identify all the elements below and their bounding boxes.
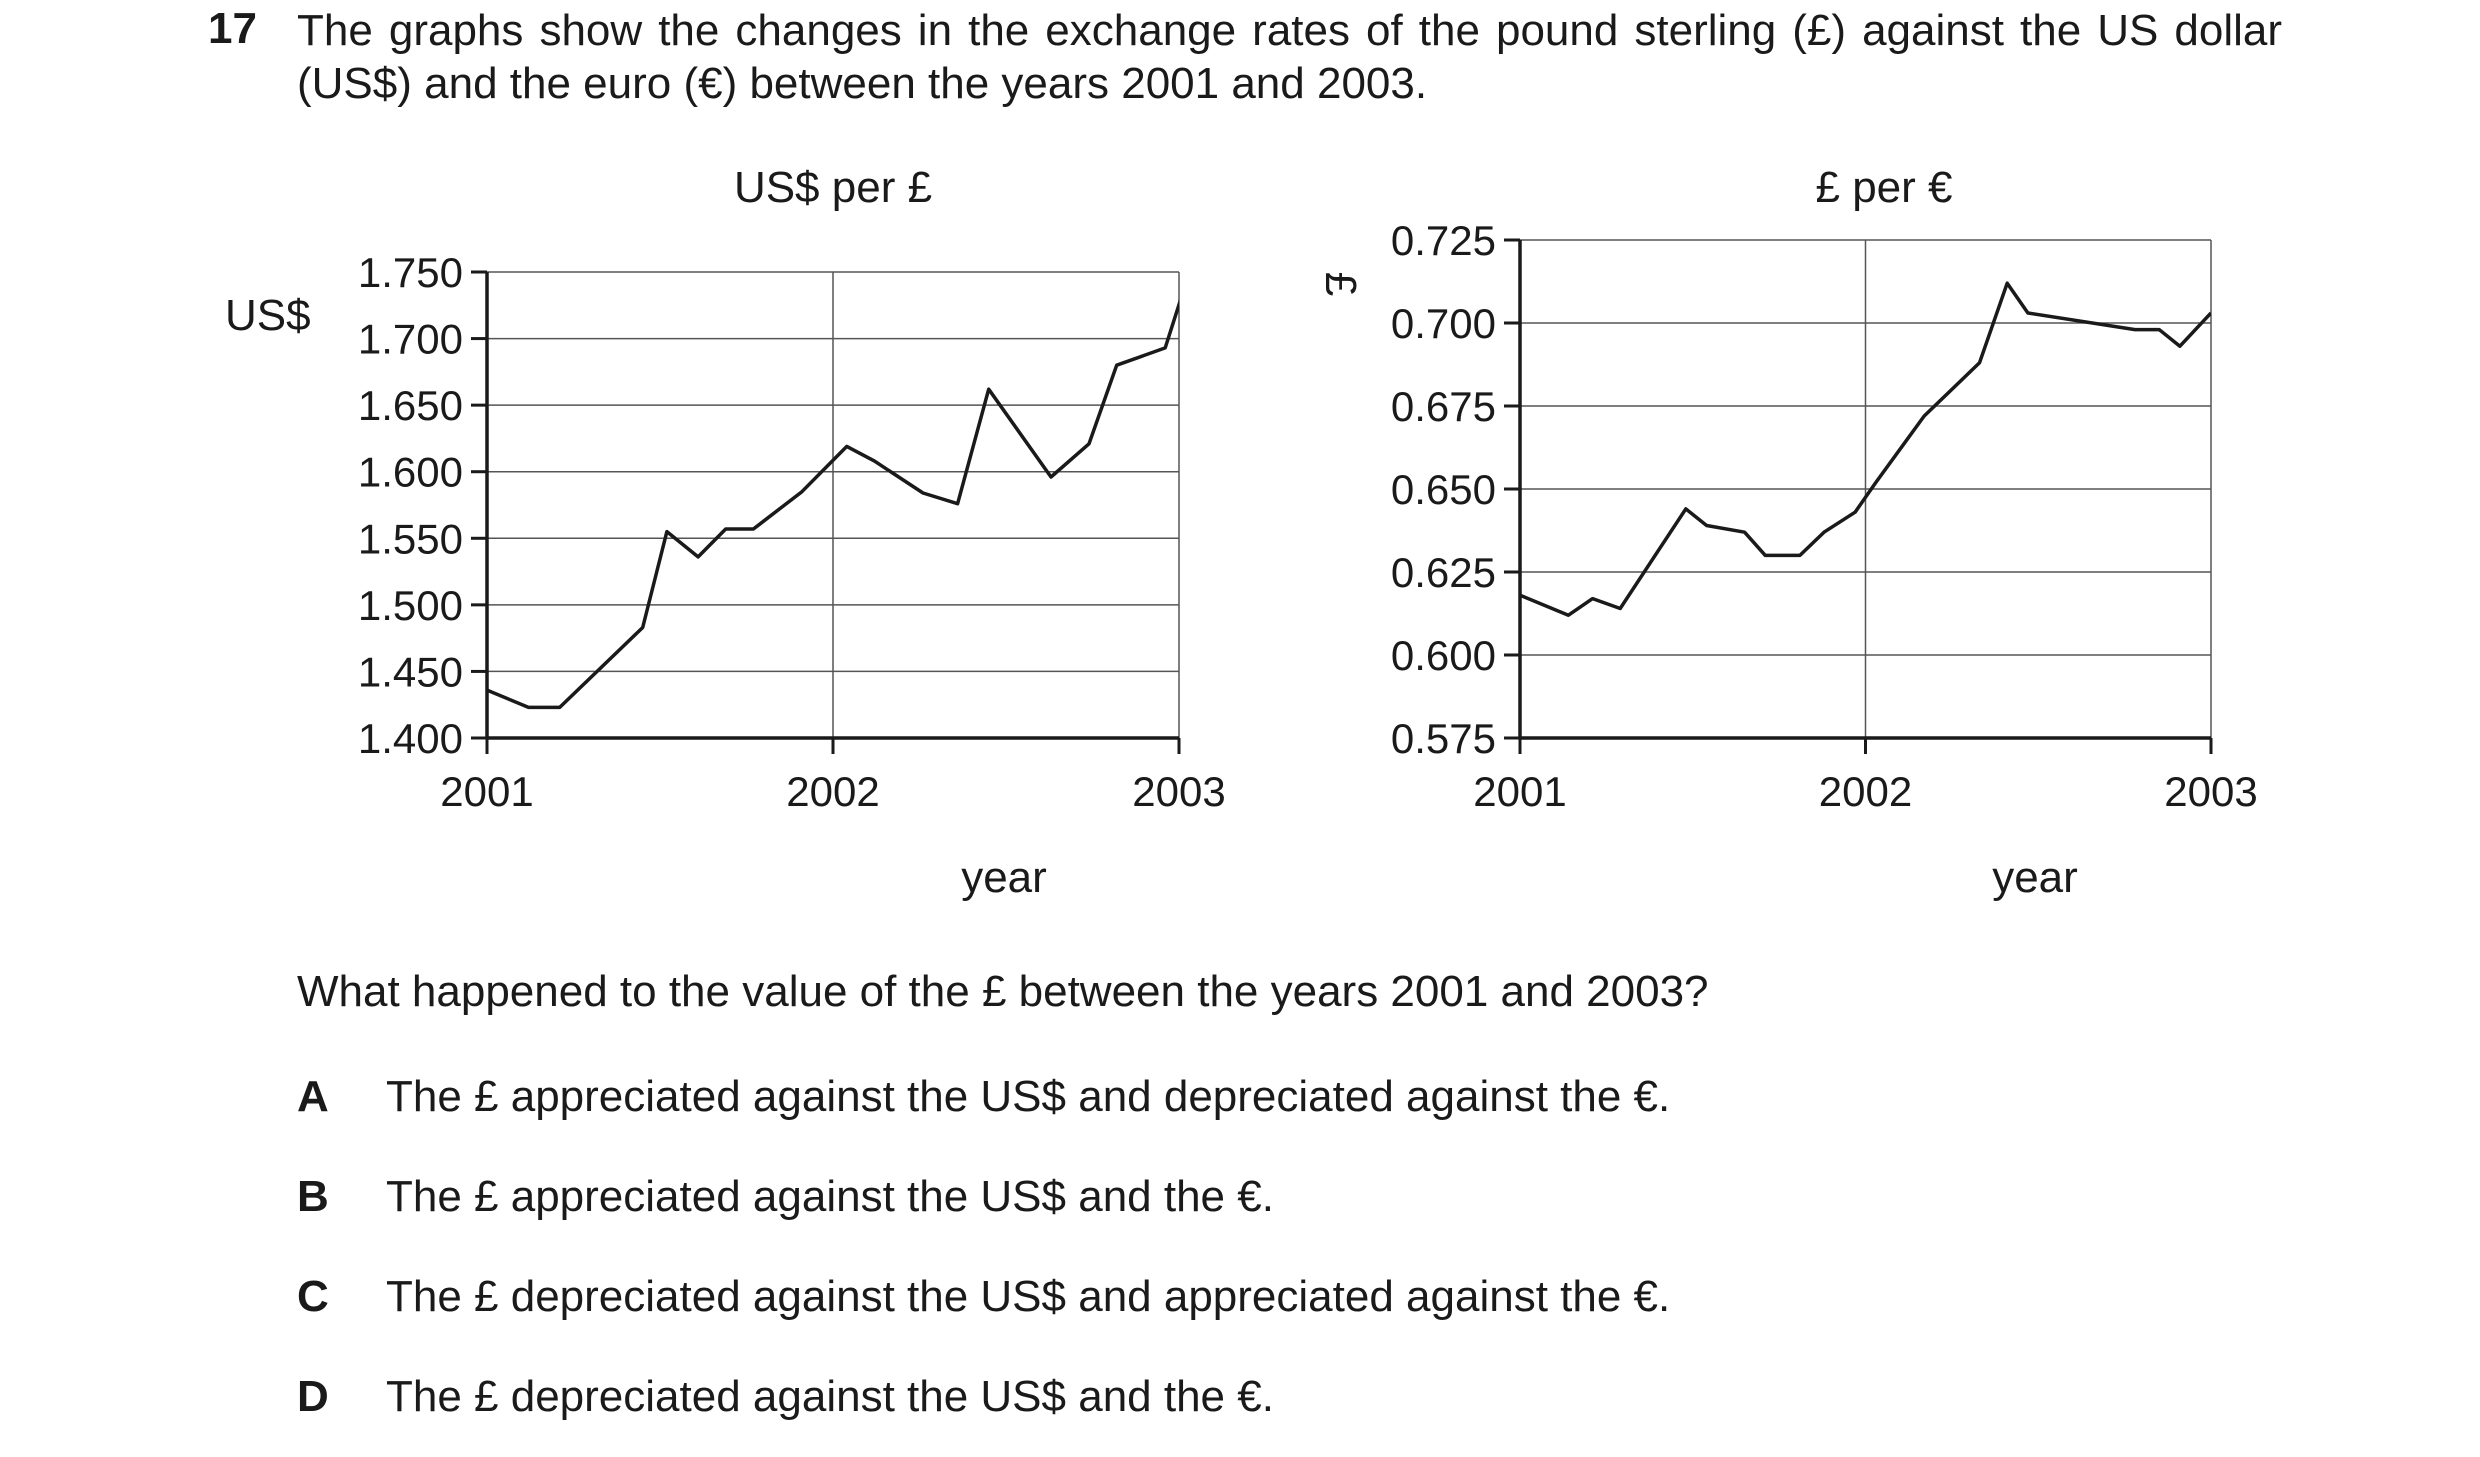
usd-chart-y-axis-label: US$: [225, 291, 311, 340]
chart-usd-per-gbp: 1.400 1.450 1.500 1.550 1.600 1.650 1.700 1.750…: [225, 163, 1226, 902]
eur-chart-title: £ per €: [1816, 163, 1953, 212]
eur-chart-y-tick-label: 0.575: [1391, 715, 1496, 762]
usd-chart-title: US$ per £: [734, 163, 932, 212]
eur-chart-x-tick-label: 2003: [2164, 768, 2257, 815]
usd-chart-y-tick-label: 1.450: [358, 648, 463, 695]
option-b-letter[interactable]: B: [297, 1172, 329, 1221]
eur-chart-y-tick-label: 0.650: [1391, 466, 1496, 513]
usd-chart-x-tick-label: 2001: [440, 768, 533, 815]
eur-chart-series-line: [1520, 281, 2211, 617]
eur-chart-y-axis-label: £: [1316, 272, 1365, 296]
question-text: The graphs show the changes in the excha…: [297, 6, 2282, 108]
question-number: 17: [208, 4, 257, 53]
eur-chart-y-tick-label: 0.725: [1391, 217, 1496, 264]
chart-gbp-per-eur: 0.575 0.600 0.625 0.650 0.675 0.700 0.725 2001 2…: [1316, 163, 2258, 902]
usd-chart-y-tick-label: 1.750: [358, 249, 463, 296]
eur-chart-y-tick-label: 0.700: [1391, 300, 1496, 347]
eur-chart-x-axis-label: year: [1992, 853, 2078, 902]
option-a-text[interactable]: The £ appreciated against the US$ and de…: [386, 1072, 1671, 1121]
usd-chart-x-tick-label: 2002: [786, 768, 879, 815]
question-prompt: What happened to the value of the £ betw…: [297, 967, 1709, 1016]
usd-chart-y-tick-label: 1.700: [358, 316, 463, 363]
usd-chart-series-line: [487, 298, 1179, 710]
usd-chart-y-tick-label: 1.600: [358, 449, 463, 496]
usd-chart-x-tick-label: 2003: [1132, 768, 1225, 815]
option-d-text[interactable]: The £ depreciated against the US$ and th…: [386, 1372, 1274, 1421]
eur-chart-y-tick-label: 0.675: [1391, 383, 1496, 430]
usd-chart-y-tick-label: 1.500: [358, 582, 463, 629]
usd-chart-y-tick-label: 1.400: [358, 715, 463, 762]
option-d-letter[interactable]: D: [297, 1372, 329, 1421]
eur-chart-x-tick-label: 2002: [1819, 768, 1912, 815]
option-b-text[interactable]: The £ appreciated against the US$ and th…: [386, 1172, 1274, 1221]
option-c-text[interactable]: The £ depreciated against the US$ and ap…: [386, 1272, 1671, 1321]
eur-chart-y-tick-label: 0.625: [1391, 549, 1496, 596]
usd-chart-y-tick-label: 1.650: [358, 382, 463, 429]
eur-chart-y-tick-label: 0.600: [1391, 632, 1496, 679]
usd-chart-y-tick-label: 1.550: [358, 515, 463, 562]
option-a-letter[interactable]: A: [297, 1072, 329, 1121]
usd-chart-x-axis-label: year: [961, 853, 1047, 902]
eur-chart-x-tick-label: 2001: [1473, 768, 1566, 815]
option-c-letter[interactable]: C: [297, 1272, 329, 1321]
